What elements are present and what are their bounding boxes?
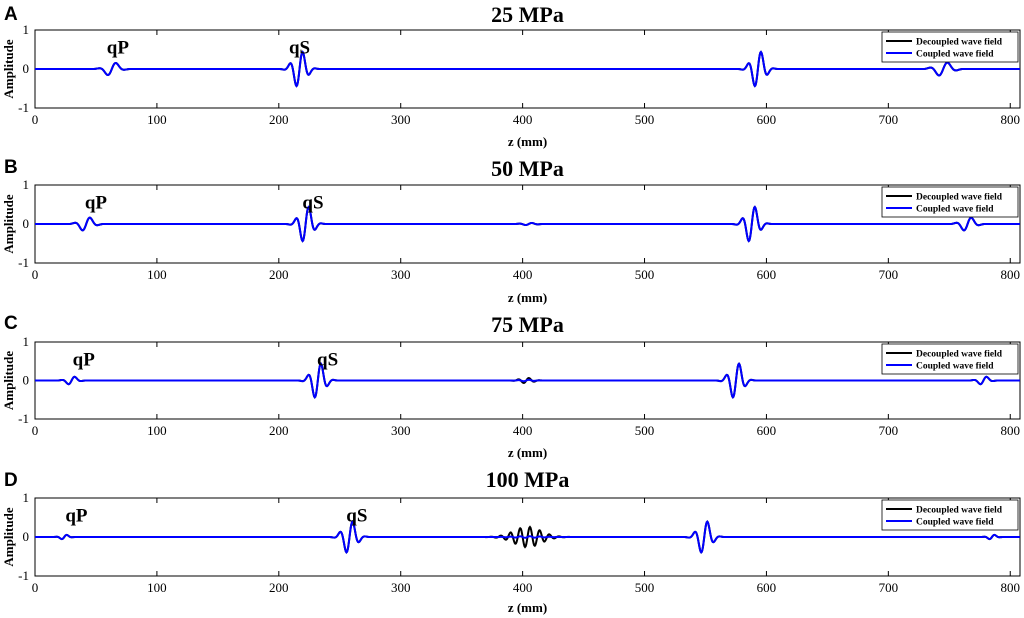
x-tick-label: 700 — [879, 112, 899, 127]
x-tick-label: 0 — [32, 423, 39, 438]
x-tick-label: 700 — [879, 267, 899, 282]
x-tick-label: 500 — [635, 112, 655, 127]
x-axis-label: z (mm) — [508, 445, 547, 460]
x-tick-label: 200 — [269, 423, 289, 438]
legend: Decoupled wave field Coupled wave field — [881, 186, 1019, 218]
y-tick-label: 1 — [23, 490, 30, 505]
x-tick-label: 300 — [391, 580, 411, 595]
legend-box — [881, 343, 1019, 375]
legend-entry: Decoupled wave field — [916, 350, 1003, 360]
x-tick-label: 500 — [635, 423, 655, 438]
panel-letter: B — [4, 157, 18, 178]
annotation-qp: qP — [73, 349, 96, 370]
x-tick-label: 300 — [391, 267, 411, 282]
x-tick-label: 0 — [32, 112, 39, 127]
y-axis-label: Amplitude — [1, 507, 16, 566]
panel-letter: C — [4, 313, 18, 334]
x-tick-label: 300 — [391, 423, 411, 438]
annotation-qs: qS — [302, 193, 323, 214]
x-axis-label: z (mm) — [508, 600, 547, 615]
x-tick-label: 400 — [513, 267, 533, 282]
y-tick-label: 0 — [23, 529, 30, 544]
x-axis-label: z (mm) — [508, 134, 547, 149]
series-line-coupled — [35, 362, 1020, 399]
x-tick-label: 700 — [879, 423, 899, 438]
legend-box — [881, 186, 1019, 218]
panel-title: 75 MPa — [491, 312, 564, 337]
annotation-qs: qS — [289, 38, 310, 59]
panel-title: 100 MPa — [486, 467, 570, 492]
legend-entry: Coupled wave field — [916, 50, 994, 60]
legend-entry: Decoupled wave field — [916, 506, 1003, 516]
x-tick-label: 100 — [147, 112, 167, 127]
legend-entry: Coupled wave field — [916, 362, 994, 372]
legend-entry: Coupled wave field — [916, 518, 994, 528]
series-line-coupled — [35, 520, 1020, 554]
panel-letter: A — [4, 4, 18, 25]
legend: Decoupled wave field Coupled wave field — [881, 31, 1019, 63]
x-tick-label: 200 — [269, 267, 289, 282]
y-tick-label: -1 — [18, 411, 29, 426]
legend-entry: Decoupled wave field — [916, 38, 1003, 48]
x-tick-label: 600 — [757, 112, 777, 127]
y-axis-label: Amplitude — [1, 39, 16, 98]
panel-letter: D — [4, 470, 18, 491]
y-tick-label: 1 — [23, 22, 30, 37]
x-tick-label: 800 — [1000, 423, 1020, 438]
y-tick-label: -1 — [18, 568, 29, 583]
y-axis-label: Amplitude — [1, 194, 16, 253]
x-tick-label: 800 — [1000, 267, 1020, 282]
y-tick-label: 1 — [23, 334, 30, 349]
legend-entry: Coupled wave field — [916, 205, 994, 215]
legend-entry: Decoupled wave field — [916, 193, 1003, 203]
x-tick-label: 100 — [147, 267, 167, 282]
x-tick-label: 600 — [757, 267, 777, 282]
annotation-qp: qP — [65, 506, 88, 527]
x-tick-label: 0 — [32, 267, 39, 282]
y-tick-label: 0 — [23, 61, 30, 76]
x-tick-label: 700 — [879, 580, 899, 595]
x-tick-label: 200 — [269, 112, 289, 127]
series-line-coupled — [35, 205, 1020, 243]
x-tick-label: 600 — [757, 580, 777, 595]
x-tick-label: 100 — [147, 580, 167, 595]
panel-title: 25 MPa — [491, 2, 564, 27]
y-tick-label: 1 — [23, 177, 30, 192]
annotation-qp: qP — [107, 38, 130, 59]
panel-title: 50 MPa — [491, 156, 564, 181]
legend: Decoupled wave field Coupled wave field — [881, 343, 1019, 375]
x-tick-label: 100 — [147, 423, 167, 438]
x-tick-label: 0 — [32, 580, 39, 595]
x-tick-label: 600 — [757, 423, 777, 438]
x-tick-label: 400 — [513, 423, 533, 438]
x-axis-label: z (mm) — [508, 290, 547, 305]
annotation-qp: qP — [85, 193, 108, 214]
x-tick-label: 500 — [635, 267, 655, 282]
legend-box — [881, 31, 1019, 63]
y-tick-label: 0 — [23, 373, 30, 388]
x-tick-label: 200 — [269, 580, 289, 595]
series-line-coupled — [35, 50, 1020, 88]
legend: Decoupled wave field Coupled wave field — [881, 499, 1019, 531]
x-tick-label: 400 — [513, 112, 533, 127]
x-tick-label: 500 — [635, 580, 655, 595]
y-tick-label: 0 — [23, 216, 30, 231]
x-tick-label: 800 — [1000, 580, 1020, 595]
y-tick-label: -1 — [18, 100, 29, 115]
x-tick-label: 800 — [1000, 112, 1020, 127]
y-axis-label: Amplitude — [1, 351, 16, 410]
legend-box — [881, 499, 1019, 531]
annotation-qs: qS — [317, 349, 338, 370]
x-tick-label: 300 — [391, 112, 411, 127]
y-tick-label: -1 — [18, 255, 29, 270]
x-tick-label: 400 — [513, 580, 533, 595]
annotation-qs: qS — [346, 506, 367, 527]
